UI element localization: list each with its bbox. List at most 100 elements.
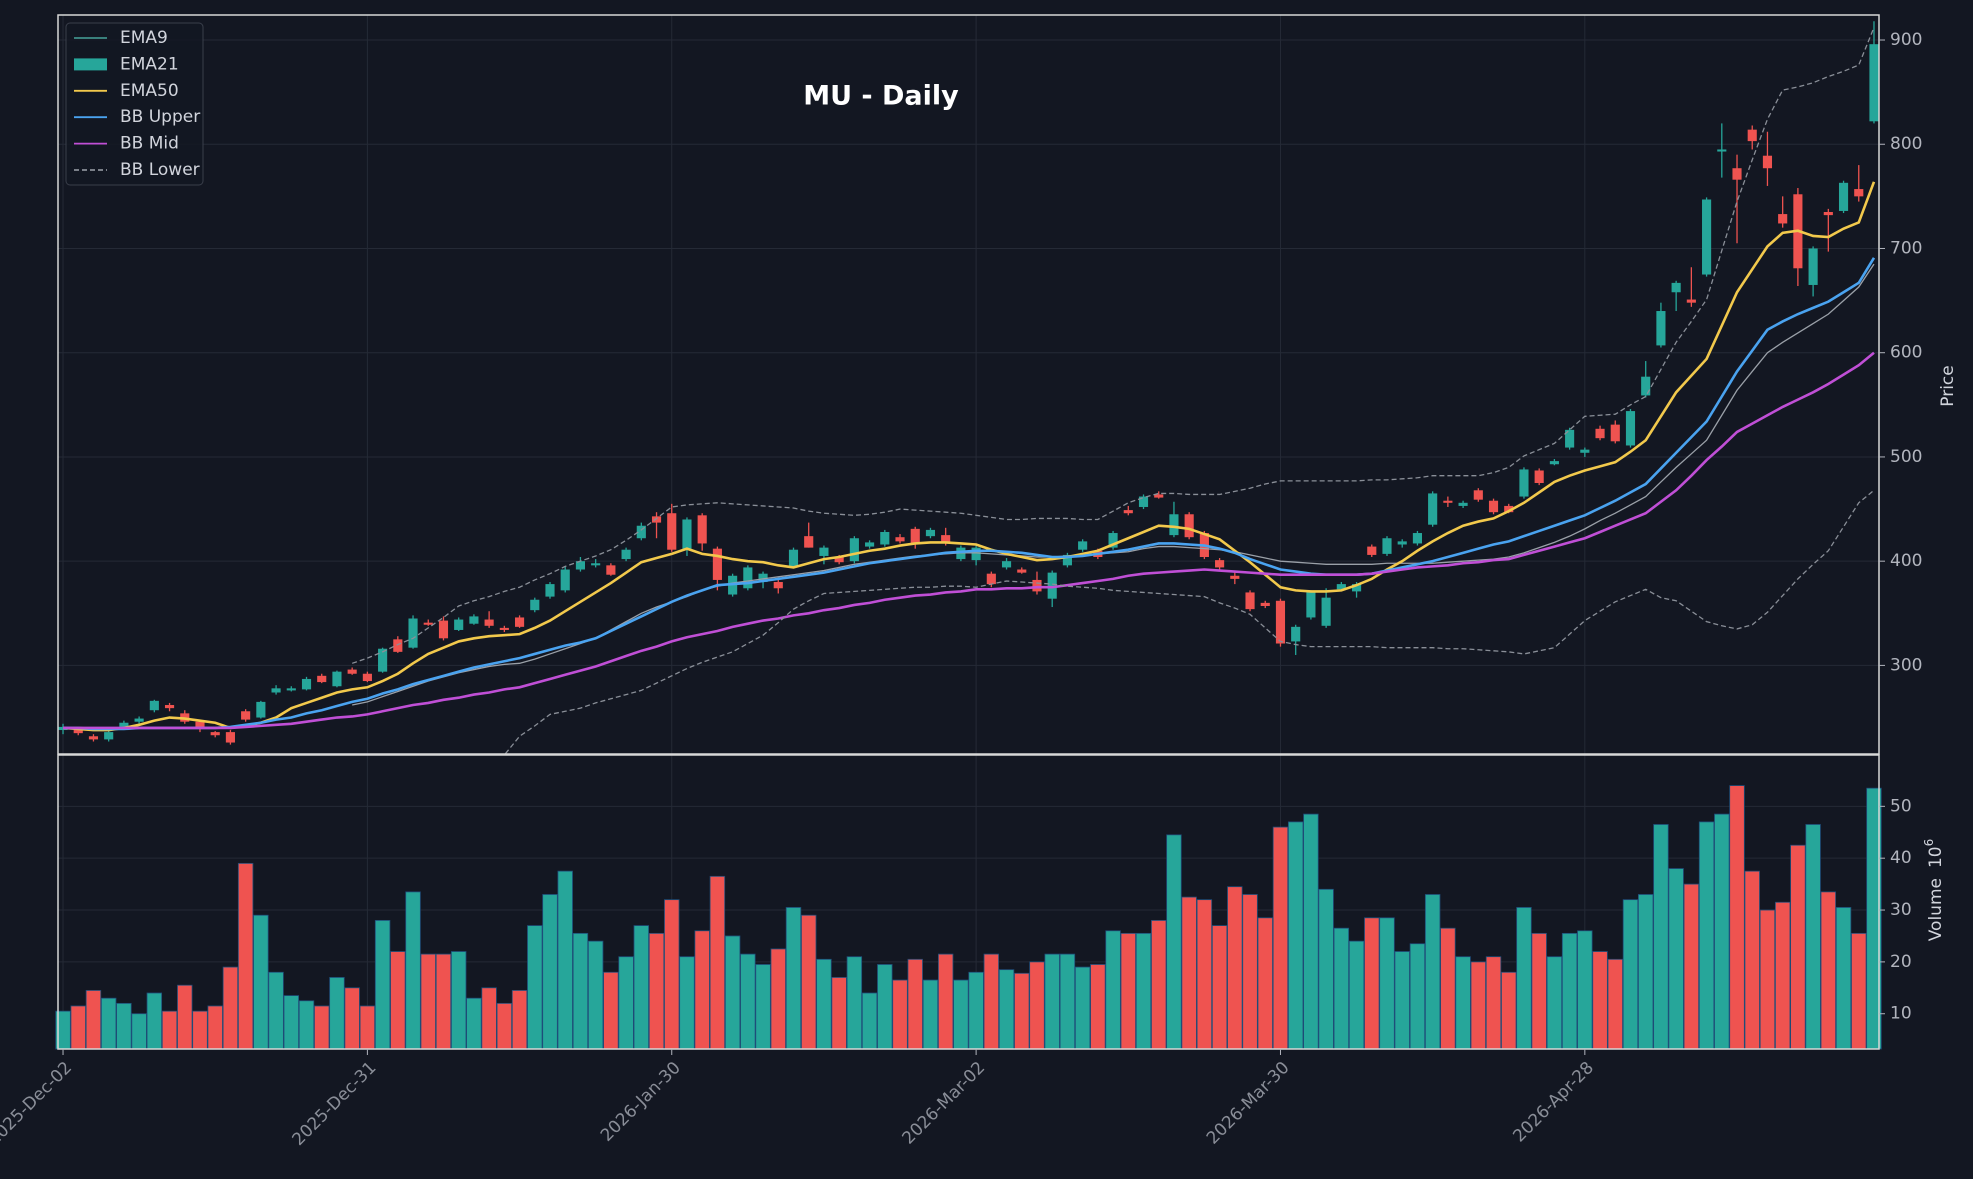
y-tick-label: 700 bbox=[1890, 238, 1922, 258]
volume-bar bbox=[785, 907, 802, 1050]
volume-bar bbox=[1805, 824, 1821, 1050]
volume-bar bbox=[633, 925, 650, 1050]
volume-bar bbox=[1211, 925, 1228, 1050]
volume-bar bbox=[801, 914, 817, 1050]
volume-bar bbox=[922, 979, 939, 1050]
volume-bar bbox=[116, 1002, 132, 1050]
candle-body bbox=[1017, 569, 1027, 573]
volume-bar bbox=[1090, 964, 1106, 1050]
volume-bar bbox=[1622, 899, 1639, 1050]
candle-body bbox=[773, 582, 783, 589]
candle-body bbox=[149, 700, 159, 711]
candle-body bbox=[1717, 149, 1727, 152]
candle-body bbox=[697, 515, 707, 544]
volume-bar bbox=[770, 948, 786, 1050]
legend-label: EMA9 bbox=[120, 28, 168, 48]
candle-body bbox=[1382, 538, 1392, 554]
volume-bar bbox=[587, 940, 604, 1050]
candle-body bbox=[667, 513, 677, 550]
legend-swatch bbox=[74, 58, 107, 71]
candle-body bbox=[1275, 600, 1286, 644]
candle-body bbox=[1260, 602, 1270, 606]
candle-body bbox=[530, 599, 540, 611]
legend-label: BB Mid bbox=[120, 134, 179, 154]
volume-bar bbox=[131, 1013, 147, 1050]
candle-body bbox=[271, 688, 281, 693]
candle-body bbox=[1047, 572, 1057, 599]
candle-body bbox=[515, 617, 525, 627]
volume-bar bbox=[1409, 943, 1426, 1050]
price-panel bbox=[58, 21, 1879, 754]
volume-bar bbox=[998, 969, 1015, 1050]
candle-body bbox=[241, 711, 251, 720]
volume-bar bbox=[420, 953, 436, 1050]
candle-body bbox=[1169, 514, 1179, 536]
candle-body bbox=[545, 584, 555, 597]
volume-bar bbox=[1577, 930, 1593, 1050]
candle-body bbox=[1062, 554, 1072, 566]
volume-bar bbox=[496, 1002, 513, 1050]
candle-body bbox=[454, 619, 464, 630]
volume-bar bbox=[1014, 972, 1030, 1050]
volume-bar bbox=[724, 935, 741, 1050]
candle-body bbox=[408, 618, 418, 648]
candle-body bbox=[895, 537, 905, 542]
volume-bar bbox=[1227, 886, 1243, 1050]
candle-body bbox=[1671, 282, 1681, 293]
y-tick-label: 500 bbox=[1890, 447, 1922, 467]
candle-body bbox=[317, 675, 327, 683]
candle-body bbox=[88, 736, 99, 740]
candle-body bbox=[1762, 155, 1773, 169]
volume-bar bbox=[1485, 956, 1502, 1050]
candle-body bbox=[1428, 493, 1438, 525]
volume-bar bbox=[527, 925, 543, 1050]
volume-bar bbox=[1653, 824, 1669, 1050]
candle-body bbox=[986, 573, 996, 585]
candle-body bbox=[1534, 470, 1544, 483]
candle-body bbox=[1138, 496, 1149, 507]
volume-bar bbox=[253, 914, 269, 1050]
candle-body bbox=[849, 538, 859, 562]
volume-bar bbox=[1759, 909, 1776, 1050]
overlay-line bbox=[63, 351, 1875, 730]
overlay-line bbox=[63, 257, 1876, 731]
legend-label: EMA21 bbox=[120, 54, 179, 74]
candle-body bbox=[469, 616, 479, 624]
volume-bar bbox=[222, 966, 239, 1050]
volume-bar bbox=[1638, 894, 1654, 1050]
candle-body bbox=[301, 678, 312, 690]
candle-body bbox=[788, 549, 799, 567]
candle-body bbox=[1154, 494, 1164, 498]
candle-body bbox=[1321, 597, 1331, 626]
candle-body bbox=[1519, 469, 1529, 497]
y-tick-label: 300 bbox=[1890, 655, 1922, 675]
volume-bar bbox=[1394, 951, 1410, 1050]
volume-bar bbox=[1501, 971, 1517, 1050]
volume-frame bbox=[57, 754, 1880, 1050]
volume-bar bbox=[1044, 953, 1060, 1050]
candle-body bbox=[1001, 561, 1012, 568]
candle-body bbox=[682, 519, 692, 550]
volume-bar bbox=[740, 953, 756, 1050]
volume-bar bbox=[283, 995, 299, 1050]
candle-body bbox=[73, 730, 83, 734]
y-tick-label: 50 bbox=[1890, 796, 1912, 816]
volume-bar bbox=[1120, 932, 1136, 1050]
candle-body bbox=[1869, 44, 1879, 122]
volume-bar bbox=[1744, 870, 1760, 1050]
candle-body bbox=[880, 531, 890, 545]
candle-body bbox=[1732, 168, 1742, 180]
chart-title: MU - Daily bbox=[803, 81, 959, 112]
volume-bar bbox=[100, 997, 117, 1050]
candle-body bbox=[1367, 546, 1377, 555]
volume-bar bbox=[1272, 826, 1289, 1050]
candle-body bbox=[1488, 500, 1499, 513]
volume-bar bbox=[1029, 961, 1045, 1050]
volume-bar bbox=[1303, 813, 1319, 1050]
candle-body bbox=[1108, 533, 1118, 548]
volume-bar bbox=[85, 990, 102, 1050]
volume-bar bbox=[1105, 930, 1121, 1050]
volume-bar bbox=[1424, 894, 1441, 1050]
volume-bar bbox=[892, 979, 908, 1050]
